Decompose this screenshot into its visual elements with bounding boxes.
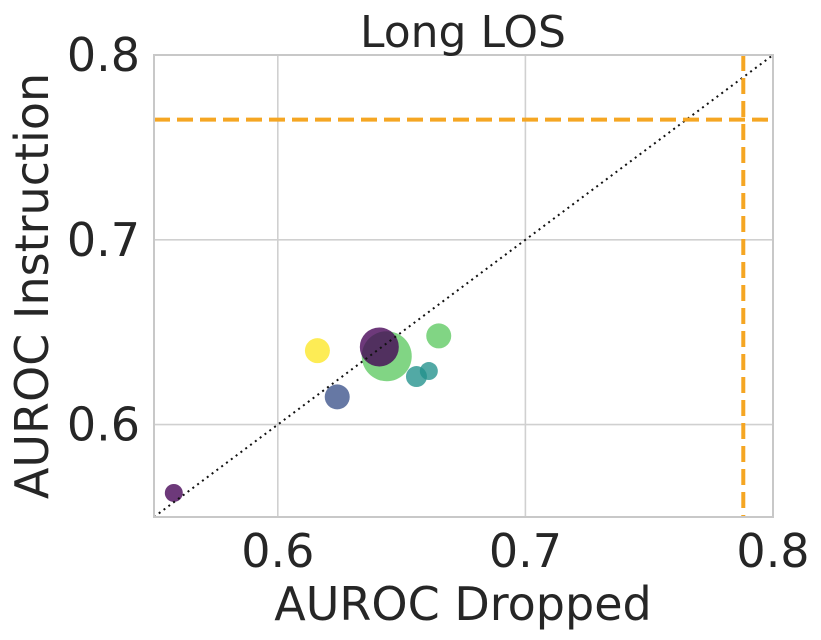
scatter-point-8 [426, 323, 452, 349]
scatter-point-7 [419, 362, 438, 381]
x-axis-label: AUROC Dropped [274, 577, 651, 631]
chart-title: Long LOS [360, 7, 566, 58]
y-tick-label: 0.6 [67, 398, 140, 452]
scatter-point-2 [304, 338, 330, 364]
scatter-point-1 [164, 483, 183, 502]
data-points [153, 54, 774, 518]
y-tick-label: 0.8 [67, 28, 140, 82]
y-axis-label: AUROC Instruction [5, 73, 59, 499]
y-tick-label: 0.7 [67, 213, 140, 267]
x-tick-label: 0.6 [241, 524, 314, 578]
x-tick-label: 0.8 [736, 524, 809, 578]
plot-frame [153, 54, 774, 518]
scatter-point-3 [324, 384, 350, 410]
axes-border [153, 54, 774, 518]
tick-labels: 0.6 0.7 0.8 0.6 0.7 0.8 [67, 28, 810, 578]
x-tick-label: 0.7 [489, 524, 562, 578]
scatter-point-5 [359, 327, 399, 367]
diagonal-reference-line [153, 54, 774, 518]
